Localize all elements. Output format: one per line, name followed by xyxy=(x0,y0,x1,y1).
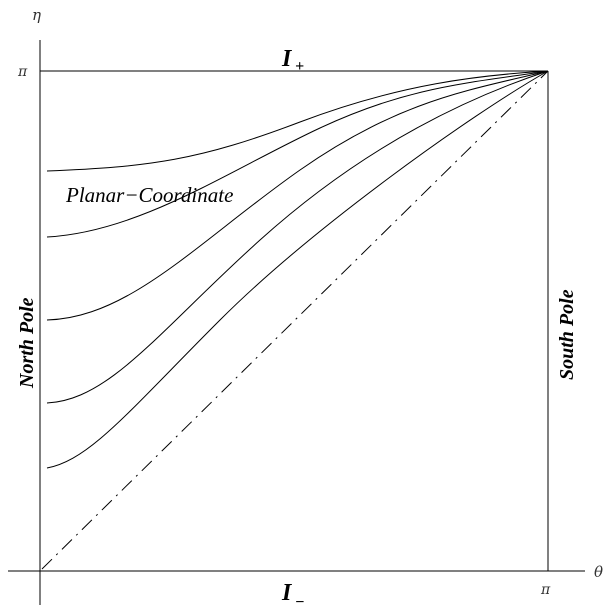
y-axis-label: η xyxy=(32,6,41,24)
planar-coordinate-label: Planar−Coordinate xyxy=(65,183,233,207)
north-pole-label: North Pole xyxy=(16,297,38,389)
i-plus-subscript: + xyxy=(295,58,304,75)
curve-4 xyxy=(46,70,549,404)
label-i-plus: I + xyxy=(281,46,304,75)
curve-3 xyxy=(46,70,549,321)
y-tick-pi: π xyxy=(17,64,28,80)
label-i-minus: I − xyxy=(281,580,305,611)
i-plus-letter: I xyxy=(281,46,293,72)
curve-1 xyxy=(46,70,549,172)
x-tick-pi: π xyxy=(540,582,551,598)
curve-5 xyxy=(46,70,549,469)
i-minus-subscript: − xyxy=(295,594,305,611)
x-axis-label: θ xyxy=(594,563,603,581)
i-minus-letter: I xyxy=(281,580,293,606)
south-pole-label: South Pole xyxy=(556,289,578,380)
curve-2 xyxy=(46,70,549,238)
diagonal-line xyxy=(41,70,549,570)
